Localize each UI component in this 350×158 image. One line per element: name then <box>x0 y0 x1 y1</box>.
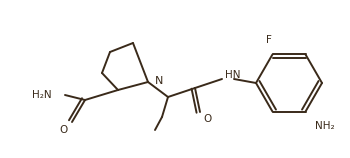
Text: N: N <box>155 76 163 86</box>
Text: F: F <box>266 35 272 45</box>
Text: O: O <box>203 114 211 124</box>
Text: H₂N: H₂N <box>32 90 52 100</box>
Text: HN: HN <box>225 70 240 80</box>
Text: NH₂: NH₂ <box>315 121 335 131</box>
Text: O: O <box>60 125 68 135</box>
